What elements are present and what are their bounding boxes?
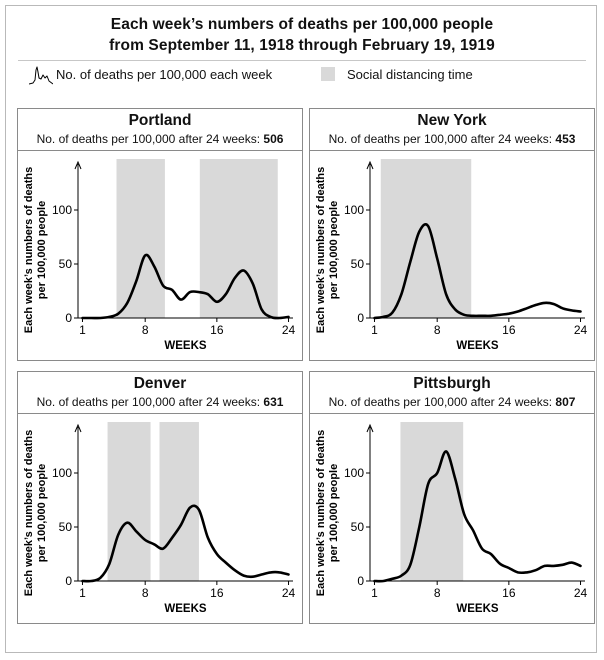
y-axis-arrowhead (366, 423, 374, 433)
line-sample-icon (29, 66, 53, 85)
y-tick-label: 0 (357, 311, 364, 325)
panel-subtitle: No. of deaths per 100,000 after 24 weeks… (310, 132, 594, 146)
line-chart: 0 50 100 1 8 16 24 WEEKS Each week’s numbers of … (315, 422, 588, 615)
x-tick-label: 8 (142, 586, 149, 600)
title-line-2: from September 11, 1918 through February… (109, 37, 495, 54)
y-tick-label: 100 (52, 466, 72, 480)
y-tick-label: 100 (52, 203, 72, 217)
panel-header: Portland No. of deaths per 100,000 after… (18, 109, 302, 151)
y-tick-label: 50 (59, 520, 73, 534)
y-axis-arrowhead (366, 160, 374, 170)
y-axis-label-line-2: per 100,000 people (36, 464, 48, 562)
social-distancing-band (400, 422, 464, 581)
subtitle-prefix: No. of deaths per 100,000 after 24 weeks… (36, 395, 261, 409)
total-deaths-value: 453 (555, 132, 576, 146)
x-tick-label: 16 (502, 586, 516, 600)
social-distancing-band (199, 159, 278, 318)
x-tick-label: 1 (79, 323, 86, 337)
legend-line-label: No. of deaths per 100,000 each week (56, 67, 273, 82)
x-tick-label: 8 (142, 323, 149, 337)
y-axis-label-line-2: per 100,000 people (328, 201, 340, 299)
chart-panel-denver: Denver No. of deaths per 100,000 after 2… (17, 371, 303, 624)
social-distancing-band (116, 159, 165, 318)
panel-subtitle: No. of deaths per 100,000 after 24 weeks… (18, 395, 302, 409)
weekly-deaths-series-line (81, 253, 290, 320)
legend-shade-swatch (321, 67, 335, 81)
y-tick-label: 0 (65, 574, 72, 588)
chart-panel-new-york: New York No. of deaths per 100,000 after… (309, 108, 595, 361)
y-axis-arrowhead (74, 423, 82, 433)
y-tick-label: 0 (65, 311, 72, 325)
x-axis-label: WEEKS (164, 603, 207, 615)
figure-title: Each week’s numbers of deaths per 100,00… (0, 14, 604, 56)
chart-panel-portland: Portland No. of deaths per 100,000 after… (17, 108, 303, 361)
weekly-deaths-series-line (81, 504, 290, 583)
y-tick-label: 50 (351, 257, 365, 271)
y-tick-label: 100 (344, 466, 364, 480)
weekly-deaths-series-line (373, 450, 582, 583)
y-tick-label: 50 (59, 257, 73, 271)
y-axis-label-line-1: Each week’s numbers of deaths (315, 430, 327, 596)
title-divider (18, 60, 586, 61)
x-axis-label: WEEKS (164, 340, 207, 352)
panel-subtitle: No. of deaths per 100,000 after 24 weeks… (18, 132, 302, 146)
chart-panel-pittsburgh: Pittsburgh No. of deaths per 100,000 aft… (309, 371, 595, 624)
y-axis-arrowhead (74, 160, 82, 170)
x-tick-label: 1 (371, 586, 378, 600)
x-tick-label: 24 (282, 586, 296, 600)
x-axis-label: WEEKS (456, 603, 499, 615)
line-chart: 0 50 100 1 8 16 24 WEEKS Each week’s numbers of … (315, 159, 588, 352)
x-tick-label: 24 (574, 586, 588, 600)
y-axis-label-line-1: Each week’s numbers of deaths (23, 167, 35, 333)
subtitle-prefix: No. of deaths per 100,000 after 24 weeks… (328, 132, 553, 146)
city-title: Denver (133, 375, 187, 392)
panel-header: Denver No. of deaths per 100,000 after 2… (18, 372, 302, 414)
y-axis-label-line-1: Each week’s numbers of deaths (23, 430, 35, 596)
weekly-deaths-series-line (373, 223, 582, 320)
y-axis-label-line-2: per 100,000 people (36, 201, 48, 299)
x-tick-label: 1 (79, 586, 86, 600)
social-distancing-band (380, 159, 472, 318)
y-axis-label-line-1: Each week’s numbers of deaths (315, 167, 327, 333)
total-deaths-value: 807 (555, 395, 576, 409)
y-tick-label: 50 (351, 520, 365, 534)
x-tick-label: 24 (574, 323, 588, 337)
x-tick-label: 16 (502, 323, 516, 337)
x-axis-label: WEEKS (456, 340, 499, 352)
subtitle-prefix: No. of deaths per 100,000 after 24 weeks… (36, 132, 261, 146)
subtitle-prefix: No. of deaths per 100,000 after 24 weeks… (328, 395, 553, 409)
line-chart: 0 50 100 1 8 16 24 WEEKS Each week’s numbers of … (23, 422, 296, 615)
legend-shade-label: Social distancing time (347, 67, 473, 82)
total-deaths-value: 506 (263, 132, 284, 146)
x-tick-label: 8 (434, 586, 441, 600)
x-tick-label: 16 (210, 586, 224, 600)
city-title: Portland (128, 112, 192, 129)
title-line-1: Each week’s numbers of deaths per 100,00… (110, 16, 494, 33)
x-tick-label: 8 (434, 323, 441, 337)
y-tick-label: 100 (344, 203, 364, 217)
city-title: Pittsburgh (413, 375, 491, 392)
y-axis-label-line-2: per 100,000 people (328, 464, 340, 562)
x-tick-label: 16 (210, 323, 224, 337)
y-tick-label: 0 (357, 574, 364, 588)
city-title: New York (417, 112, 487, 129)
panel-header: New York No. of deaths per 100,000 after… (310, 109, 594, 151)
panel-header: Pittsburgh No. of deaths per 100,000 aft… (310, 372, 594, 414)
social-distancing-band (107, 422, 151, 581)
line-chart: 0 50 100 1 8 16 24 WEEKS Each week’s numbers of … (23, 159, 296, 352)
panel-subtitle: No. of deaths per 100,000 after 24 weeks… (310, 395, 594, 409)
social-distancing-band (159, 422, 199, 581)
figure-frame (5, 5, 597, 653)
x-tick-label: 24 (282, 323, 296, 337)
total-deaths-value: 631 (263, 395, 284, 409)
x-tick-label: 1 (371, 323, 378, 337)
